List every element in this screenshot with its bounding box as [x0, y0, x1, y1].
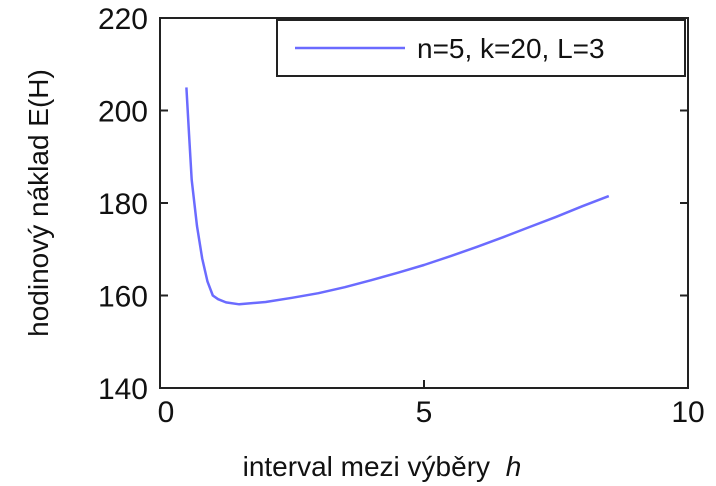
x-tick-label: 0 [158, 396, 175, 429]
series-layer [185, 87, 610, 306]
series-line [185, 87, 610, 306]
y-tick-label: 140 [98, 373, 148, 406]
x-tick-label: 10 [671, 396, 704, 429]
x-axis-label-variable: h [506, 451, 522, 482]
x-tick-label: 5 [416, 396, 433, 429]
y-tick-label: 200 [98, 96, 148, 129]
y-axis-label: hodinový náklad E(H) [23, 69, 54, 337]
x-axis-label: interval mezi výběry h [243, 451, 522, 482]
legend: n=5, k=20, L=3 [276, 19, 686, 77]
y-tick-label: 180 [98, 188, 148, 221]
axis-tick-labels: 0 5 10 140 160 180 200 220 [98, 3, 705, 429]
legend-label: n=5, k=20, L=3 [417, 33, 605, 64]
y-tick-label: 220 [98, 3, 148, 36]
y-tick-label: 160 [98, 281, 148, 314]
